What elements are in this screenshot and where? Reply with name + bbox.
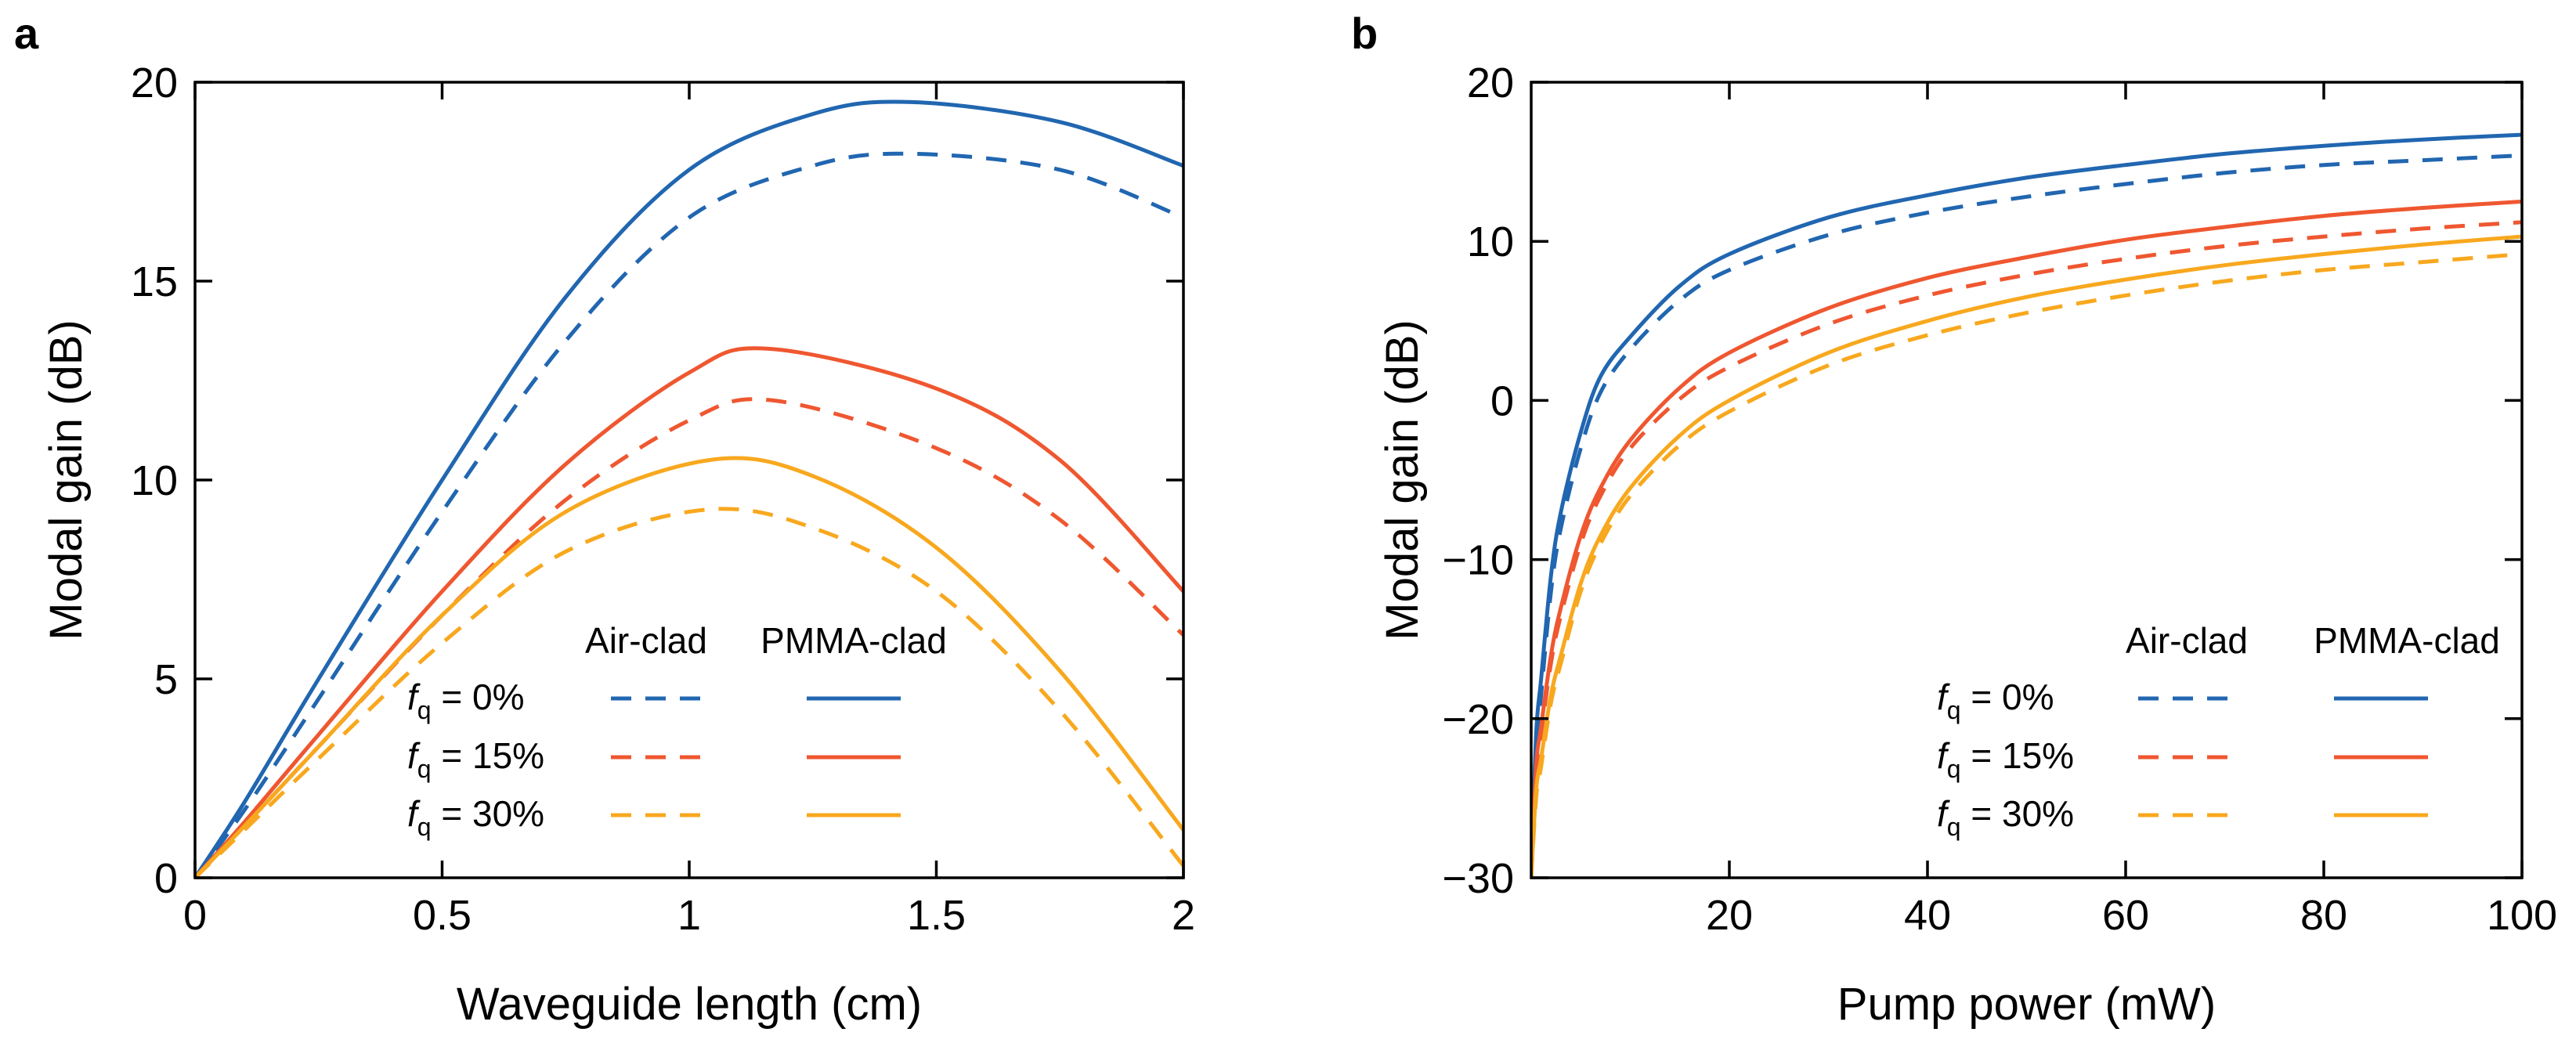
y-tick-label: 10 (1467, 218, 1514, 265)
x-tick-label: 1 (677, 892, 701, 939)
legend-row-label: fq = 15% (1937, 735, 2074, 783)
series-line-2 (1531, 199, 2522, 878)
legend-var: f (407, 677, 421, 717)
legend-row-label: fq = 30% (1937, 793, 2074, 841)
legend-row-label: fq = 0% (1937, 677, 2054, 724)
series-group (195, 99, 1183, 878)
x-tick-label: 0 (183, 892, 207, 939)
x-tick-label: 2 (1172, 892, 1195, 939)
y-tick-label: 0 (1490, 377, 1514, 424)
legend-header-pmma-clad: PMMA-clad (2314, 620, 2500, 661)
legend-var-sub: q (417, 696, 432, 724)
series-line-0 (195, 99, 1183, 878)
series-line-5 (195, 507, 1183, 878)
x-tick-label: 0.5 (413, 892, 471, 939)
legend-value: = 0% (432, 677, 525, 717)
x-tick-label: 100 (2487, 892, 2557, 939)
legend-row-label: fq = 30% (407, 793, 544, 841)
series-line-4 (195, 456, 1183, 878)
legend-value: = 0% (1961, 677, 2054, 717)
legend-value: = 30% (432, 793, 545, 834)
y-tick-label: 5 (154, 656, 178, 703)
plot-frame (1530, 81, 2524, 879)
legend-value: = 30% (1961, 793, 2075, 834)
y-tick-label: 0 (154, 855, 178, 902)
y-axis-label: Modal gain (dB) (1377, 319, 1428, 640)
legend-header-air-clad: Air-clad (585, 620, 707, 661)
legend-row-label: fq = 15% (407, 735, 544, 783)
legend-var-sub: q (1947, 755, 1961, 783)
x-tick-label: 80 (2300, 892, 2347, 939)
legend-var-sub: q (1947, 696, 1961, 724)
series-line-1 (1531, 153, 2522, 878)
chart-panel-b: b 20 40 60 80 100 −30 −20 −10 0 10 20 Pump power (mW… (1351, 9, 2557, 1030)
legend-header-air-clad: Air-clad (2126, 620, 2248, 661)
x-tick-label: 1.5 (907, 892, 966, 939)
y-tick-label: −30 (1442, 855, 1514, 902)
x-tick-label: 40 (1904, 892, 1951, 939)
x-tick-label: 20 (1706, 892, 1753, 939)
legend-var: f (407, 735, 421, 776)
series-line-4 (1531, 234, 2522, 878)
y-tick-label: 15 (131, 258, 178, 305)
x-axis-label: Waveguide length (cm) (457, 979, 922, 1030)
legend-row-label: fq = 0% (407, 677, 525, 724)
y-tick-label: −10 (1442, 537, 1514, 584)
legend-var: f (407, 793, 421, 834)
y-tick-label: 20 (1467, 60, 1514, 106)
series-line-3 (1531, 220, 2522, 878)
x-axis-label: Pump power (mW) (1837, 979, 2216, 1030)
y-axis-label: Modal gain (dB) (41, 319, 92, 640)
y-tick-label: 10 (131, 457, 178, 504)
panel-label: b (1351, 9, 1378, 58)
legend-var-sub: q (417, 755, 432, 783)
series-line-2 (195, 346, 1183, 878)
series-line-0 (1531, 132, 2522, 878)
legend-var-sub: q (1947, 813, 1961, 841)
legend-var-sub: q (417, 813, 432, 841)
y-tick-label: −20 (1442, 696, 1514, 743)
legend-var: f (1937, 735, 1950, 776)
legend-header-pmma-clad: PMMA-clad (761, 620, 947, 661)
legend-var: f (1937, 793, 1950, 834)
y-tick-label: 20 (131, 60, 178, 106)
panel-label: a (14, 9, 39, 58)
legend-value: = 15% (432, 735, 545, 776)
series-line-5 (1531, 252, 2522, 878)
legend-value: = 15% (1961, 735, 2075, 776)
series-line-1 (195, 151, 1183, 878)
x-tick-label: 60 (2102, 892, 2149, 939)
series-group (1531, 132, 2522, 878)
legend-var: f (1937, 677, 1950, 717)
